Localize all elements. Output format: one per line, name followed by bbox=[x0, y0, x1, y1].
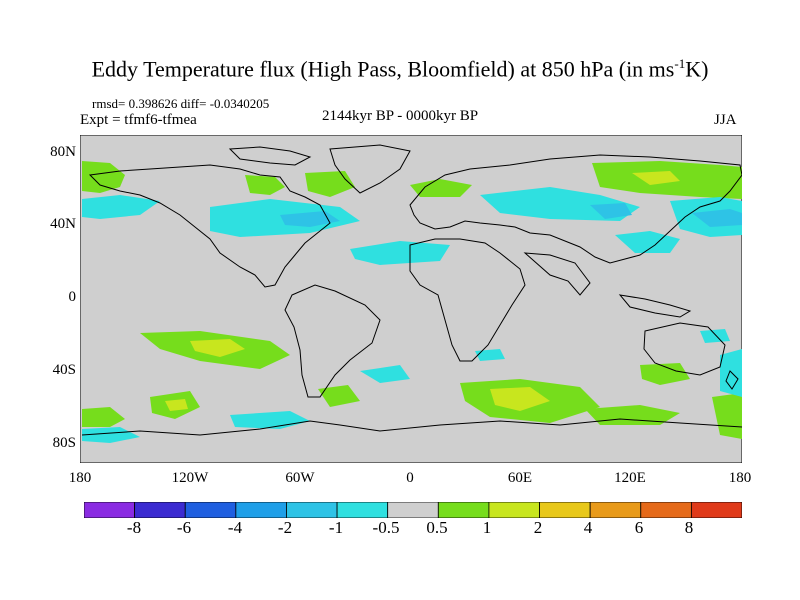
contour-cyan bbox=[720, 349, 742, 397]
colorbar-label: -1 bbox=[328, 518, 344, 537]
title-main: Eddy Temperature flux (High Pass, Bloomf… bbox=[91, 56, 675, 82]
contour-yellow-green bbox=[632, 171, 680, 185]
contour-light-blue bbox=[590, 203, 632, 219]
lon-label-0: 0 bbox=[406, 470, 414, 486]
contour-cyan bbox=[350, 241, 450, 265]
colorbar-label: 4 bbox=[583, 518, 593, 537]
coastlines bbox=[81, 144, 742, 436]
season-label: JJA bbox=[714, 112, 737, 128]
coastline-south-asia bbox=[523, 252, 591, 296]
colorbar-label: 6 bbox=[634, 518, 644, 537]
colorbar-label: 2 bbox=[533, 518, 543, 537]
colorbar-swatch bbox=[286, 502, 338, 518]
contour-green bbox=[305, 171, 355, 197]
contour-green bbox=[318, 385, 360, 407]
lat-label-0: 0 bbox=[68, 289, 77, 305]
colorbar-label: 8 bbox=[684, 518, 694, 537]
colorbar-swatch bbox=[134, 502, 186, 518]
colorbar-swatch bbox=[488, 502, 540, 518]
colorbar-swatch bbox=[336, 502, 389, 518]
contour-cyan bbox=[700, 329, 730, 343]
coastline-australia bbox=[643, 322, 726, 376]
contour-cyan bbox=[360, 365, 410, 383]
colorbar-label: -2 bbox=[277, 518, 293, 537]
chart-title: Eddy Temperature flux (High Pass, Bloomf… bbox=[0, 56, 800, 82]
title-unit-end: K) bbox=[685, 56, 709, 82]
contour-cyan bbox=[475, 349, 505, 361]
colorbar-label: -6 bbox=[176, 518, 192, 537]
contour-cyan bbox=[82, 427, 140, 443]
colorbar-label: 0.5 bbox=[426, 518, 448, 537]
contour-green bbox=[245, 175, 285, 195]
colorbar-swatch bbox=[437, 502, 490, 518]
contour-light-blue bbox=[692, 209, 742, 227]
contour-yellow-green bbox=[490, 387, 550, 411]
lon-label-60e: 60E bbox=[507, 470, 533, 486]
colorbar-swatch bbox=[589, 502, 642, 518]
coastline-indonesia bbox=[618, 294, 692, 318]
lon-label-120e: 120E bbox=[614, 470, 646, 486]
colorbar-swatch bbox=[539, 502, 591, 518]
colorbar-swatch bbox=[84, 502, 136, 518]
lon-label-120w: 120W bbox=[171, 470, 209, 486]
experiment-label: Expt = tfmf6-tfmea bbox=[80, 112, 197, 128]
coastline-greenland bbox=[329, 144, 411, 194]
contour-cyan bbox=[82, 195, 160, 219]
contour-green bbox=[410, 179, 472, 197]
lat-label-80n: 80N bbox=[50, 144, 76, 160]
coastline-antarctica bbox=[81, 418, 742, 436]
world-map bbox=[80, 135, 742, 463]
coastline-new-zealand bbox=[725, 370, 739, 390]
colorbar-label: 1 bbox=[482, 518, 492, 537]
coastline-africa bbox=[409, 238, 526, 362]
contour-green bbox=[712, 393, 742, 439]
colorbar-label: -4 bbox=[227, 518, 243, 537]
period-label: 2144kyr BP - 0000kyr BP bbox=[322, 108, 479, 124]
lat-label-80s: 80S bbox=[52, 435, 76, 451]
colorbar-swatch bbox=[387, 502, 439, 518]
colorbar-label: -0.5 bbox=[372, 518, 400, 537]
colorbar-swatch bbox=[184, 502, 237, 518]
colorbar-label: -8 bbox=[126, 518, 142, 537]
lon-label-60w: 60W bbox=[285, 470, 315, 486]
lat-label-40n: 40N bbox=[50, 216, 76, 232]
contour-yellow-green bbox=[165, 399, 188, 411]
lon-label-180w: 180 bbox=[68, 470, 92, 486]
anomaly-contours bbox=[82, 161, 742, 443]
coastline-south-america bbox=[284, 284, 381, 398]
coastline-eurasia bbox=[409, 154, 742, 264]
stats-line: rmsd= 0.398626 diff= -0.0340205 bbox=[92, 96, 270, 111]
colorbar-swatch bbox=[640, 502, 692, 518]
coastline-north-america bbox=[88, 164, 331, 288]
title-superscript: -1 bbox=[674, 56, 686, 71]
contour-yellow-green bbox=[190, 339, 245, 357]
colorbar-swatch bbox=[235, 502, 287, 518]
contour-green bbox=[82, 161, 125, 193]
coastline-arctic-islands bbox=[228, 146, 312, 166]
lon-label-180e: 180 bbox=[728, 470, 752, 486]
contour-green bbox=[82, 407, 125, 427]
colorbar-swatch bbox=[690, 502, 742, 518]
contour-green bbox=[640, 363, 690, 385]
colorbar bbox=[84, 502, 742, 518]
lat-label-40s: 40S bbox=[52, 362, 76, 378]
